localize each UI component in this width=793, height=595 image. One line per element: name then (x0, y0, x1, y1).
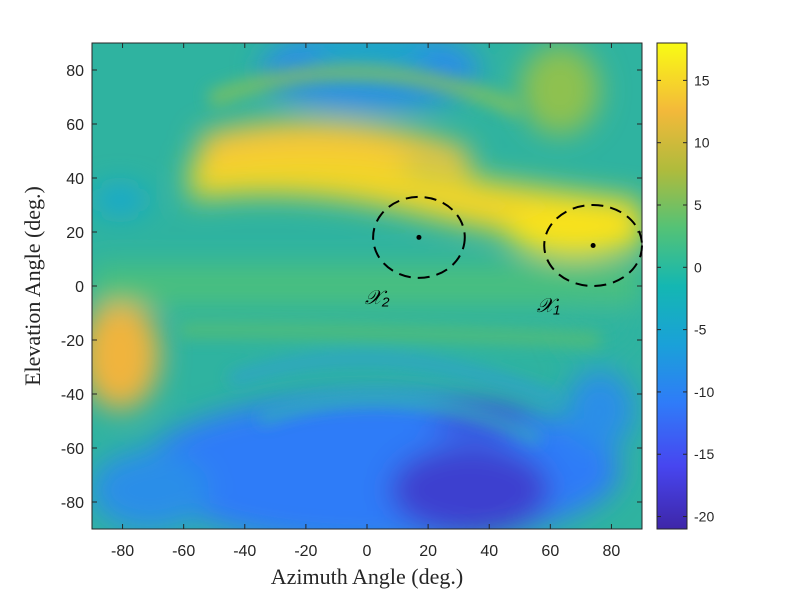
region-ellipse (543, 204, 643, 287)
y-tick-label: -40 (61, 387, 84, 404)
y-tick-label: 0 (75, 279, 84, 296)
y-tick-label: 80 (66, 63, 84, 80)
y-tick-label: -80 (61, 495, 84, 512)
colorbar-tick-label: 10 (694, 135, 710, 151)
x-tick-label: 80 (603, 543, 621, 560)
colorbar-tick-label: -20 (694, 509, 714, 525)
x-axis-label: Azimuth Angle (deg.) (271, 564, 463, 589)
x-tick-label: -60 (172, 543, 195, 560)
x-tick-label: -20 (294, 543, 317, 560)
region-center-point (416, 234, 422, 240)
y-tick-label: 60 (66, 117, 84, 134)
y-tick-label: 40 (66, 171, 84, 188)
x-tick-label: 40 (480, 543, 498, 560)
x-axis-ticks: -80 -60 -40 -20 0 20 40 60 80 (111, 43, 620, 560)
colorbar (656, 42, 688, 530)
colorbar-tick-label: 0 (694, 259, 702, 275)
x-tick-label: 60 (541, 543, 559, 560)
x-tick-label: -80 (111, 543, 134, 560)
colorbar-tick-label: -10 (694, 384, 714, 400)
colorbar-tick-label: 15 (694, 72, 710, 88)
region-label: 𝒳₂ (365, 287, 390, 309)
y-tick-label: -60 (61, 441, 84, 458)
y-axis-ticks: 80 60 40 20 0 -20 -40 -60 -80 (61, 63, 642, 512)
colorbar-tick-label: -5 (694, 322, 707, 338)
colorbar-tick-label: -15 (694, 446, 714, 462)
y-tick-label: -20 (61, 333, 84, 350)
heatmap-field (92, 43, 642, 529)
y-axis-label: Elevation Angle (deg.) (20, 186, 45, 386)
region-label: 𝒳₁ (536, 295, 560, 317)
y-tick-label: 20 (66, 225, 84, 242)
region-ellipse (372, 195, 466, 279)
region-center-point (590, 243, 596, 248)
colorbar-ticks: 15 10 5 0 -5 -10 -15 -20 (657, 72, 714, 525)
x-tick-label: 20 (419, 543, 437, 560)
colorbar-tick-label: 5 (694, 197, 702, 213)
x-tick-label: -40 (233, 543, 256, 560)
x-tick-label: 0 (363, 543, 372, 560)
annotations: 𝒳₁ 𝒳₂ (365, 195, 643, 317)
